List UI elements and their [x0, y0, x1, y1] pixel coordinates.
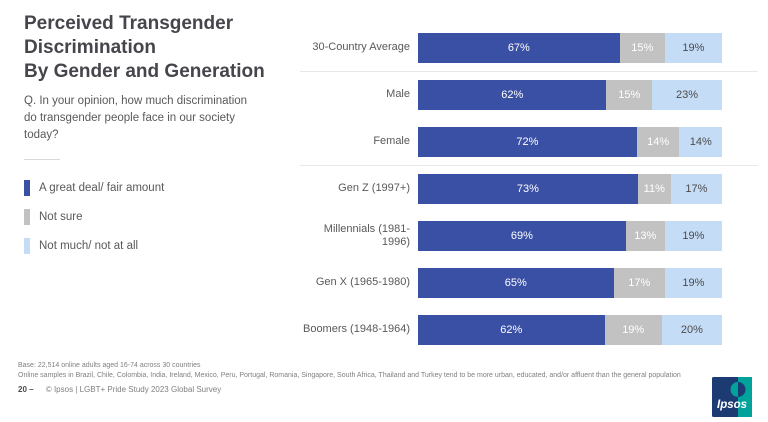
title-line-3: By Gender and Generation — [24, 61, 265, 82]
bar-value-label: 23% — [676, 88, 699, 101]
bar-segment: 23% — [652, 79, 722, 110]
row-bar: 62% 19% 20% — [418, 314, 722, 345]
chart-row: Female 72% 14% 14% — [298, 118, 758, 165]
bar-segment: 19% — [664, 220, 722, 251]
row-bar: 69% 13% 19% — [418, 220, 722, 251]
row-label: Female — [373, 135, 410, 147]
bar-value-label: 72% — [516, 135, 539, 148]
bar-segment: 15% — [619, 32, 665, 63]
page-number: 20 – — [18, 385, 34, 394]
bar-segment: 13% — [625, 220, 665, 251]
page-title: Perceived Transgender Discrimination By … — [24, 12, 286, 84]
legend: A great deal/ fair amount Not sure Not m… — [24, 180, 286, 254]
row-label: Gen Z (1997+) — [338, 182, 410, 194]
legend-item: A great deal/ fair amount — [24, 180, 286, 196]
bar-segment: 73% — [418, 173, 638, 204]
bar-segment: 19% — [664, 267, 722, 298]
legend-label: A great deal/ fair amount — [39, 182, 165, 194]
bar-segment: 62% — [418, 79, 607, 110]
bar-value-label: 19% — [622, 323, 645, 336]
bar-value-label: 20% — [680, 323, 703, 336]
bar-value-label: 15% — [631, 41, 654, 54]
title-line-2: Discrimination — [24, 37, 156, 58]
bar-value-label: 73% — [516, 182, 539, 195]
bar-segment: 62% — [418, 314, 605, 345]
ipsos-logo-icon: Ipsos — [712, 377, 752, 417]
bar-value-label: 19% — [682, 229, 705, 242]
bar-segment: 14% — [636, 126, 680, 157]
legend-item: Not sure — [24, 209, 286, 225]
chart-row: Male 62% 15% 23% — [298, 71, 758, 118]
divider — [24, 159, 60, 160]
bar-value-label: 19% — [682, 276, 705, 289]
bar-value-label: 17% — [628, 276, 651, 289]
legend-label: Not sure — [39, 211, 83, 223]
logo-circle-right-half — [738, 382, 746, 397]
bar-segment: 65% — [418, 267, 614, 298]
row-label: Male — [386, 88, 410, 100]
chart-row: 30-Country Average 67% 15% 19% — [298, 24, 758, 71]
bar-segment: 17% — [613, 267, 665, 298]
bar-value-label: 13% — [634, 229, 657, 242]
chart-row: Gen Z (1997+) 73% 11% 17% — [298, 165, 758, 212]
row-label: Boomers (1948-1964) — [302, 323, 410, 335]
bar-segment: 17% — [670, 173, 722, 204]
row-bar: 65% 17% 19% — [418, 267, 722, 298]
chart-row: Gen X (1965-1980) 65% 17% 19% — [298, 259, 758, 306]
stacked-bar-chart: 30-Country Average 67% 15% 19% Male 62% 15%… — [298, 24, 758, 353]
chart-row: Millennials (1981-1996) 69% 13% 19% — [298, 212, 758, 259]
bar-segment: 19% — [664, 32, 722, 63]
bar-segment: 11% — [637, 173, 671, 204]
row-label: 30-Country Average — [312, 41, 410, 53]
footer: Base: 22,514 online adults aged 16-74 ac… — [18, 361, 718, 394]
bar-value-label: 11% — [643, 182, 665, 195]
question-text: Q. In your opinion, how much discriminat… — [24, 95, 248, 141]
base-note: Base: 22,514 online adults aged 16-74 ac… — [18, 362, 201, 369]
bar-segment: 67% — [418, 32, 620, 63]
group-divider — [300, 165, 758, 166]
logo-text: Ipsos — [717, 399, 747, 411]
row-bar: 73% 11% 17% — [418, 173, 722, 204]
copyright-text: © Ipsos | LGBT+ Pride Study 2023 Global … — [45, 385, 222, 394]
legend-swatch-icon — [24, 238, 30, 254]
bar-value-label: 19% — [682, 41, 705, 54]
chart-row: Boomers (1948-1964) 62% 19% 20% — [298, 306, 758, 353]
sample-note: Online samples in Brazil, Chile, Colombi… — [18, 372, 681, 379]
logo-circle-left-half — [730, 382, 738, 397]
row-bar: 72% 14% 14% — [418, 126, 722, 157]
bar-segment: 72% — [418, 126, 637, 157]
row-bar: 67% 15% 19% — [418, 32, 722, 63]
bar-segment: 14% — [679, 126, 722, 157]
row-bar: 62% 15% 23% — [418, 79, 722, 110]
bar-value-label: 14% — [647, 135, 670, 148]
bar-segment: 19% — [604, 314, 662, 345]
bar-value-label: 62% — [501, 88, 524, 101]
bar-value-label: 15% — [618, 88, 641, 101]
bar-value-label: 62% — [500, 323, 523, 336]
legend-swatch-icon — [24, 209, 30, 225]
bar-value-label: 65% — [504, 276, 527, 289]
bar-segment: 15% — [606, 79, 653, 110]
bar-value-label: 17% — [685, 182, 708, 195]
row-label: Gen X (1965-1980) — [315, 276, 410, 288]
title-line-1: Perceived Transgender — [24, 13, 234, 34]
bar-segment: 20% — [661, 314, 722, 345]
chart-rows: 30-Country Average 67% 15% 19% Male 62% 15%… — [298, 24, 758, 353]
legend-item: Not much/ not at all — [24, 238, 286, 254]
bar-value-label: 69% — [510, 229, 533, 242]
group-divider — [300, 71, 758, 72]
bar-segment: 69% — [418, 220, 626, 251]
bar-value-label: 67% — [507, 41, 530, 54]
legend-label: Not much/ not at all — [39, 240, 139, 252]
bar-value-label: 14% — [689, 135, 712, 148]
legend-swatch-icon — [24, 180, 30, 196]
row-label: Millennials (1981-1996) — [323, 222, 410, 248]
source-line: 20 – © Ipsos | LGBT+ Pride Study 2023 Gl… — [18, 385, 718, 394]
ipsos-logo: Ipsos — [712, 377, 752, 417]
left-column: Perceived Transgender Discrimination By … — [24, 12, 286, 267]
